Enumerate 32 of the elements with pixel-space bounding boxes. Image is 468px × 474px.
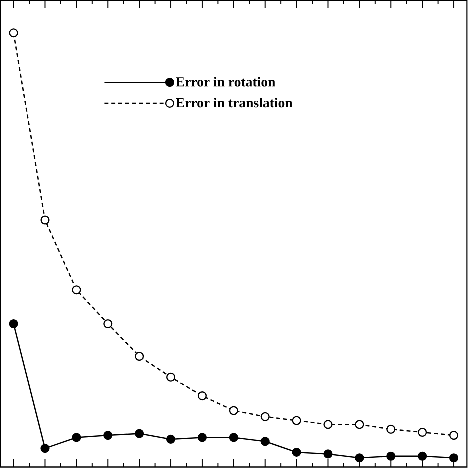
point: [166, 434, 176, 444]
point: [9, 319, 18, 329]
point: [72, 433, 82, 442]
point: [386, 424, 396, 434]
point: [9, 28, 18, 38]
point: [72, 286, 82, 295]
point: [198, 433, 208, 442]
point: [292, 416, 302, 426]
point: [135, 429, 144, 438]
point: [292, 448, 302, 458]
point: [260, 412, 270, 422]
point: [135, 352, 144, 362]
legend-label: Error in rotation: [176, 77, 276, 87]
point: [198, 392, 208, 401]
point: [324, 450, 333, 459]
point: [355, 454, 364, 463]
point: [418, 428, 428, 438]
point: [355, 420, 364, 430]
point: [229, 406, 239, 416]
point: [260, 437, 270, 446]
point: [40, 444, 50, 454]
point: [104, 319, 113, 329]
point: [166, 372, 176, 382]
point: [40, 216, 50, 225]
legend-label: Error in translation: [176, 98, 293, 108]
point: [104, 431, 113, 440]
point: [418, 452, 428, 461]
point: [450, 454, 459, 463]
point: [229, 433, 239, 442]
point: [386, 452, 396, 461]
point: [450, 431, 459, 440]
point: [324, 420, 333, 430]
